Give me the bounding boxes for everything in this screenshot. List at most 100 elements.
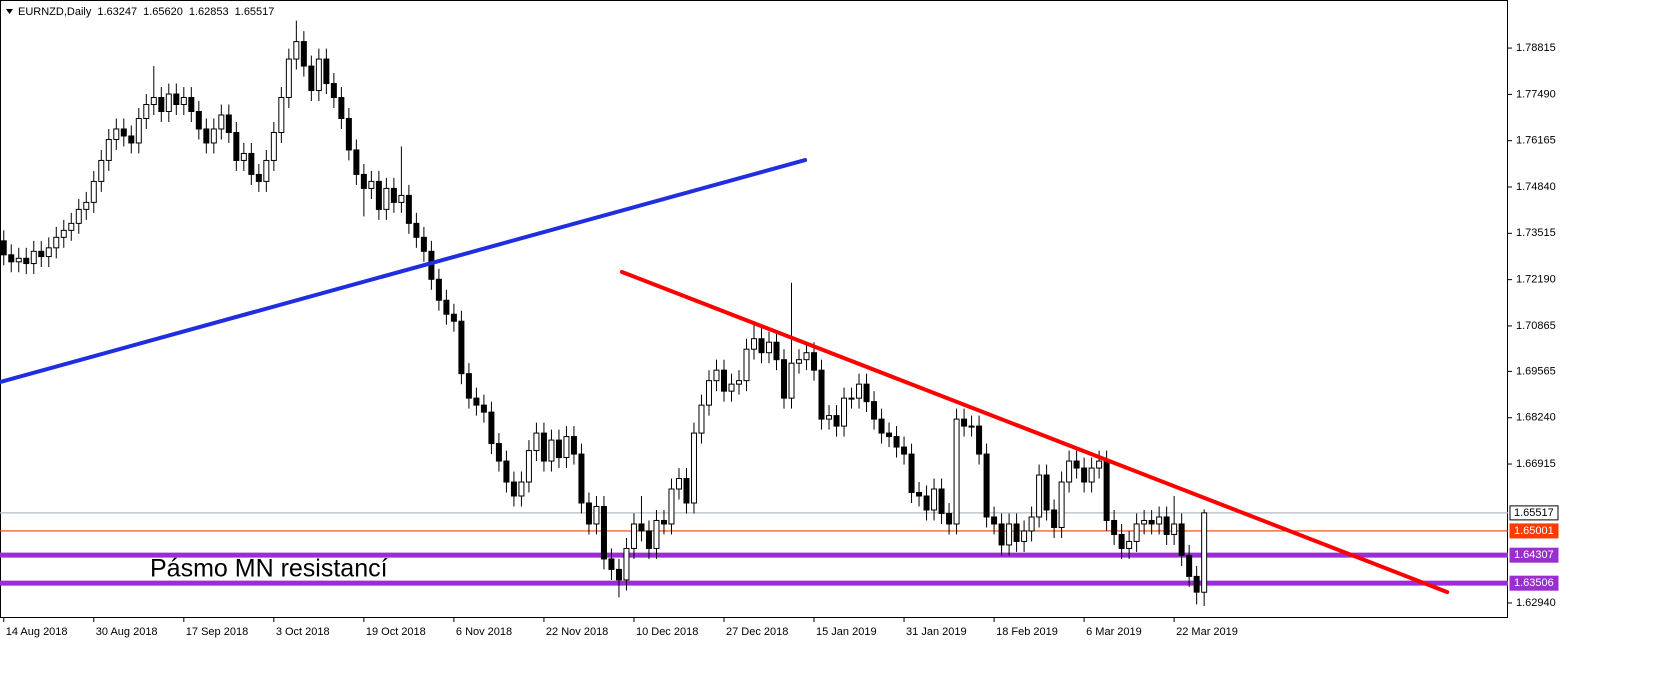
header-value: 1.65620 [143,6,183,18]
candle-body [98,159,105,182]
candle-body [1081,467,1088,483]
candle-body [248,152,255,175]
candle-body [773,341,780,361]
candle-body [623,547,630,581]
candle-body [405,194,412,224]
candle-body [931,488,938,511]
x-tick-label: 30 Aug 2018 [96,626,158,638]
candle-body [120,128,127,137]
candle-body [863,383,870,403]
candle-body [705,380,712,406]
candle-body [615,568,622,581]
candle-body [23,257,30,265]
level-label: 1.63506 [1514,577,1554,589]
candle-body [128,135,135,144]
candle-body [826,415,833,420]
candle-body [255,173,262,182]
candle-body [938,488,945,514]
trend-line [619,269,1450,595]
candle-body [983,453,990,518]
candle-body [886,432,893,438]
candle-body [83,201,90,210]
candle-body [593,505,600,525]
candle-body [720,369,727,392]
candle-body [353,149,360,175]
y-tick-label: 1.77490 [1516,88,1556,100]
y-tick-label: 1.78815 [1516,42,1556,54]
candle-body [338,97,345,119]
x-tick-label: 3 Oct 2018 [276,626,330,638]
marks [0,20,1508,607]
y-tick-label: 1.62940 [1516,597,1556,609]
candle-body [390,187,397,203]
candle-body [188,97,195,113]
candle-body [510,481,517,497]
candle-body [788,362,795,399]
y-tick-label: 1.74840 [1516,181,1556,193]
trend-line [0,158,808,385]
candle-body [278,97,285,133]
candle-body [630,523,637,549]
candle-body [285,58,292,99]
candle-body [105,138,112,161]
candle-body [548,439,555,462]
plot-frame [0,0,1508,618]
candle-body [1058,481,1065,528]
candle-body [1148,519,1155,525]
candle-body [1021,530,1028,542]
candle-body [871,401,878,420]
candle-body [953,418,960,525]
symbol: EURNZD,Daily [18,6,92,18]
candle-body [308,65,315,92]
candle-body [908,453,915,494]
candle-body [240,152,247,161]
candle-body [608,558,615,570]
candle-body [165,93,172,113]
candle-body [600,505,607,560]
candle-body [713,369,720,382]
candle-body [1141,519,1148,525]
x-tick-label: 10 Dec 2018 [636,626,698,638]
candle-body [413,222,420,238]
candle-body [645,530,652,549]
candle-body [143,104,150,119]
candle-body [360,173,367,189]
candle-body [0,240,7,256]
candle-body [660,519,667,525]
candle-body [525,450,532,483]
header: EURNZD,Daily 1.63247 1.65620 1.62853 1.65517 [18,6,274,18]
candle-body [570,436,577,455]
header-arrow [6,9,13,14]
x-tick-label: 14 Aug 2018 [6,626,68,638]
candle-body [1043,474,1050,511]
header-value: 1.63247 [97,6,137,18]
candle-body [533,432,540,452]
candle-body [1028,516,1035,532]
candle-body [300,41,307,67]
y-tick-label: 1.66915 [1516,458,1556,470]
candle-body [766,341,773,354]
candle-body [1133,523,1140,542]
candle-body [218,114,225,130]
candle-body [946,512,953,525]
candle-body [585,502,592,525]
candle-body [1193,575,1200,593]
y-tick-label: 1.73515 [1516,227,1556,239]
candle-body [1171,523,1178,535]
candle-body [653,519,660,549]
candle-body [833,415,840,427]
candle-body [675,478,682,490]
candle-body [330,83,337,99]
candle-body [968,425,975,428]
candle-body [225,114,232,133]
candle-body [668,488,675,525]
candle-body [443,299,450,315]
candle-body [480,404,487,413]
x-tick-label: 17 Sep 2018 [186,626,248,638]
candle-body [68,222,75,231]
candle-body [15,257,22,263]
x-tick-label: 27 Dec 2018 [726,626,788,638]
candle-body [841,397,848,427]
